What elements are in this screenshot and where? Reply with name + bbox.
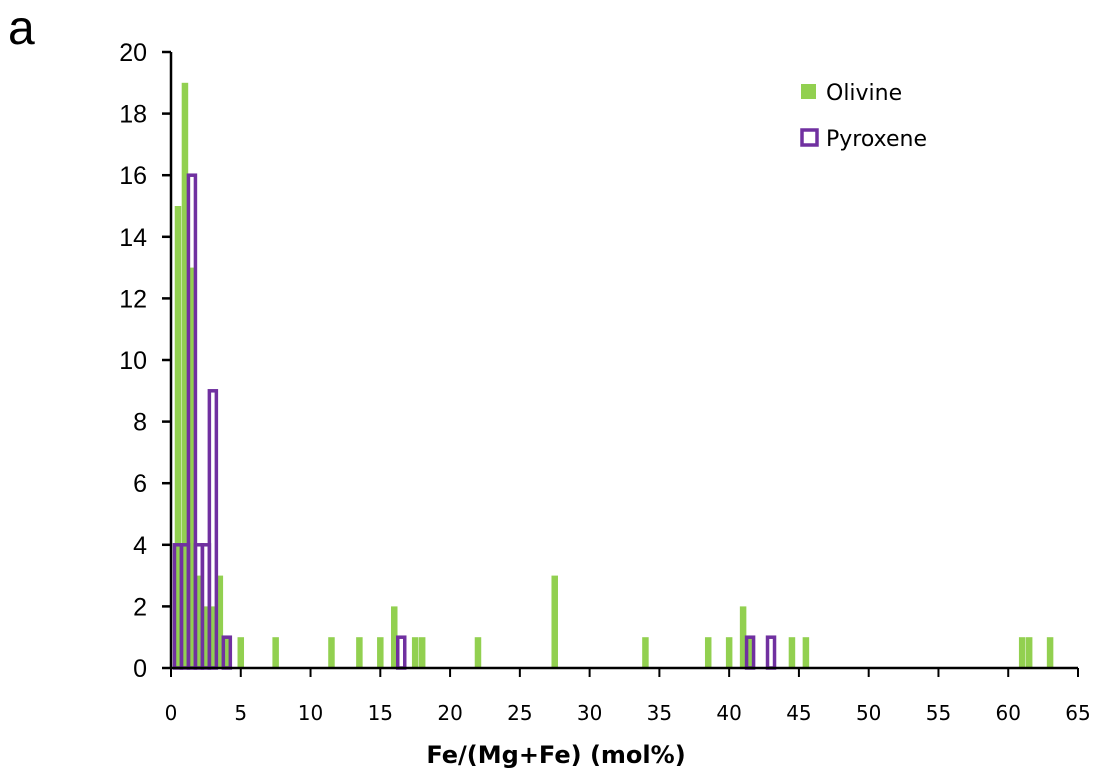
olivine-bar-1 bbox=[181, 82, 189, 669]
olivine-bar-19 bbox=[704, 637, 712, 668]
pyroxene-bar-7 bbox=[395, 635, 407, 670]
legend-swatch-olivine bbox=[801, 84, 816, 99]
olivine-bar-21 bbox=[739, 606, 747, 668]
olivine-bar-24 bbox=[802, 637, 810, 668]
olivine-bar-9 bbox=[272, 637, 279, 668]
y-tick-label: 4 bbox=[133, 532, 147, 560]
legend-swatch-pyroxene bbox=[800, 128, 819, 147]
olivine-bar-15 bbox=[418, 637, 426, 668]
y-tick-label: 14 bbox=[119, 224, 147, 252]
olivine-bar-10 bbox=[328, 637, 335, 668]
y-tick-label: 10 bbox=[119, 347, 147, 375]
x-tick-label: 15 bbox=[368, 701, 393, 725]
olivine-bar-4 bbox=[202, 606, 210, 668]
olivine-bar-27 bbox=[1046, 637, 1054, 668]
x-tick-label: 30 bbox=[577, 701, 602, 725]
x-tick-label: 10 bbox=[298, 701, 323, 725]
y-tick-label: 8 bbox=[133, 409, 147, 437]
x-tick-label: 65 bbox=[1065, 701, 1090, 725]
legend-label-pyroxene: Pyroxene bbox=[826, 127, 927, 152]
y-tick-label: 20 bbox=[119, 39, 147, 67]
x-tick-label: 20 bbox=[437, 701, 462, 725]
y-tick-label: 6 bbox=[133, 470, 147, 498]
x-tick-label: 25 bbox=[507, 701, 532, 725]
olivine-bar-3 bbox=[195, 575, 203, 668]
olivine-bar-20 bbox=[725, 637, 733, 668]
olivine-bar-16 bbox=[474, 637, 482, 668]
x-tick-label: 5 bbox=[234, 701, 247, 725]
olivine-bar-0 bbox=[174, 206, 182, 668]
x-tick-label: 35 bbox=[647, 701, 672, 725]
olivine-bar-17 bbox=[551, 575, 558, 668]
olivine-bar-11 bbox=[356, 637, 363, 668]
y-tick-label: 16 bbox=[119, 162, 147, 190]
olivine-bars bbox=[174, 82, 1054, 669]
x-tick-label: 0 bbox=[165, 701, 178, 725]
x-tick-label: 55 bbox=[926, 701, 951, 725]
legend-label-olivine: Olivine bbox=[826, 81, 902, 106]
y-axis-ticks: 0 2 4 6 8 10 12 14 16 18 20 bbox=[119, 39, 171, 683]
legend: Olivine Pyroxene bbox=[800, 81, 927, 152]
olivine-bar-14 bbox=[411, 637, 419, 668]
x-tick-label: 40 bbox=[716, 701, 741, 725]
pyroxene-bar-9 bbox=[765, 635, 777, 670]
olivine-bar-2 bbox=[188, 267, 196, 668]
olivine-bar-12 bbox=[377, 637, 384, 668]
olivine-bar-22 bbox=[746, 637, 754, 668]
olivine-bar-23 bbox=[788, 637, 796, 668]
y-tick-label: 2 bbox=[133, 593, 147, 621]
olivine-bar-18 bbox=[642, 637, 649, 668]
panel-label: a bbox=[8, 2, 35, 55]
axes bbox=[169, 52, 1078, 670]
x-axis-ticks: 0 5 10 15 20 25 30 35 40 45 50 55 60 65 bbox=[165, 668, 1091, 725]
olivine-bar-7 bbox=[223, 637, 231, 668]
y-tick-label: 18 bbox=[119, 101, 147, 129]
x-axis-label: Fe/(Mg+Fe) (mol%) bbox=[426, 741, 685, 769]
x-tick-label: 45 bbox=[786, 701, 811, 725]
olivine-bar-25 bbox=[1018, 637, 1026, 668]
olivine-bar-5 bbox=[209, 606, 217, 668]
olivine-bar-8 bbox=[237, 637, 245, 668]
olivine-bar-13 bbox=[391, 606, 398, 668]
olivine-bar-6 bbox=[216, 575, 224, 668]
y-tick-label: 12 bbox=[119, 285, 147, 313]
x-tick-label: 60 bbox=[996, 701, 1021, 725]
x-tick-label: 50 bbox=[856, 701, 881, 725]
pyroxene-bars bbox=[172, 173, 777, 670]
olivine-bar-26 bbox=[1025, 637, 1033, 668]
y-tick-label: 0 bbox=[133, 655, 147, 683]
